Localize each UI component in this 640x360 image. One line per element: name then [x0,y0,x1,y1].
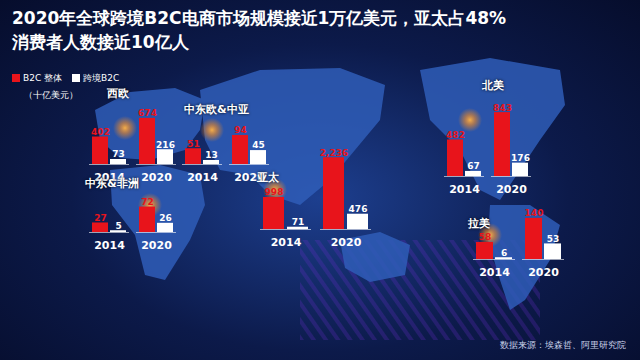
svg-text:2,236: 2,236 [320,148,348,158]
svg-text:2014: 2014 [479,266,510,279]
svg-text:94: 94 [234,125,247,135]
svg-text:58: 58 [479,232,492,242]
svg-text:5: 5 [115,221,121,231]
svg-text:402: 402 [91,127,110,137]
svg-text:176: 176 [511,153,530,163]
svg-text:2014: 2014 [94,239,125,252]
svg-text:13: 13 [205,150,218,160]
svg-text:2014: 2014 [187,171,218,184]
svg-text:998: 998 [265,187,284,197]
svg-text:53: 53 [547,234,560,244]
svg-text:2014: 2014 [449,183,480,196]
svg-text:45: 45 [252,140,265,150]
svg-text:482: 482 [446,130,465,140]
svg-text:71: 71 [292,217,305,227]
svg-text:216: 216 [156,140,175,150]
svg-text:27: 27 [94,213,107,223]
svg-text:2014: 2014 [271,236,302,249]
svg-text:843: 843 [493,102,512,112]
svg-text:2020: 2020 [141,239,172,252]
svg-text:2020: 2020 [528,266,559,279]
svg-text:73: 73 [112,149,125,159]
svg-text:674: 674 [138,108,157,118]
svg-text:2020: 2020 [331,236,362,249]
svg-text:51: 51 [187,139,200,149]
svg-text:140: 140 [525,208,544,218]
svg-text:67: 67 [467,161,480,171]
svg-text:476: 476 [349,204,368,214]
svg-text:72: 72 [141,197,154,207]
svg-text:6: 6 [501,248,507,258]
svg-text:2020: 2020 [496,183,527,196]
svg-text:2020: 2020 [141,171,172,184]
svg-text:26: 26 [159,213,172,223]
